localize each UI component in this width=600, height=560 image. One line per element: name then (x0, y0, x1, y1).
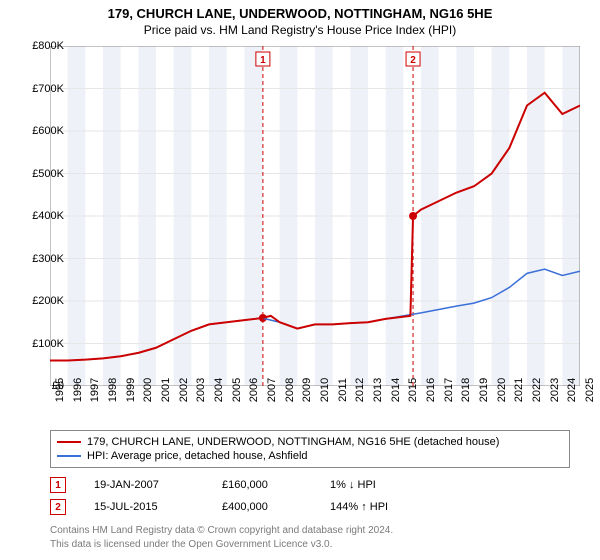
x-tick-label: 1997 (89, 378, 101, 402)
x-tick-label: 1999 (125, 378, 137, 402)
x-tick-label: 2023 (549, 378, 561, 402)
sale-delta-2: 144% ↑ HPI (330, 501, 410, 513)
legend-swatch-2 (57, 455, 81, 457)
y-tick-label: £800K (32, 40, 64, 52)
x-tick-label: 2002 (178, 378, 190, 402)
sale-price-2: £400,000 (222, 501, 302, 513)
x-tick-label: 1995 (54, 378, 66, 402)
chart-title: 179, CHURCH LANE, UNDERWOOD, NOTTINGHAM,… (0, 0, 600, 21)
sale-row-2: 2 15-JUL-2015 £400,000 144% ↑ HPI (50, 496, 410, 518)
y-tick-label: £200K (32, 295, 64, 307)
x-tick-label: 2012 (354, 378, 366, 402)
x-tick-label: 2003 (195, 378, 207, 402)
legend-box: 179, CHURCH LANE, UNDERWOOD, NOTTINGHAM,… (50, 430, 570, 468)
x-tick-label: 2011 (337, 378, 349, 402)
y-tick-label: £700K (32, 83, 64, 95)
legend-label-1: 179, CHURCH LANE, UNDERWOOD, NOTTINGHAM,… (87, 436, 499, 448)
legend-swatch-1 (57, 441, 81, 443)
x-tick-label: 2000 (142, 378, 154, 402)
sale-delta-1: 1% ↓ HPI (330, 479, 410, 491)
chart-svg: 12 (50, 46, 580, 386)
x-tick-label: 2014 (390, 378, 402, 402)
footer-line-1: Contains HM Land Registry data © Crown c… (50, 524, 393, 538)
x-tick-label: 2004 (213, 378, 225, 402)
sale-date-1: 19-JAN-2007 (94, 479, 194, 491)
x-tick-label: 2015 (407, 378, 419, 402)
x-tick-label: 2020 (496, 378, 508, 402)
x-tick-label: 2018 (460, 378, 472, 402)
svg-text:2: 2 (410, 55, 416, 66)
x-tick-label: 2006 (248, 378, 260, 402)
x-tick-label: 2024 (566, 378, 578, 402)
sale-price-1: £160,000 (222, 479, 302, 491)
svg-text:1: 1 (260, 55, 266, 66)
x-tick-label: 2017 (443, 378, 455, 402)
y-tick-label: £300K (32, 253, 64, 265)
legend-row: 179, CHURCH LANE, UNDERWOOD, NOTTINGHAM,… (57, 435, 563, 449)
x-tick-label: 2022 (531, 378, 543, 402)
x-tick-label: 2025 (584, 378, 596, 402)
x-tick-label: 2016 (425, 378, 437, 402)
y-tick-label: £600K (32, 125, 64, 137)
x-tick-label: 2008 (284, 378, 296, 402)
sale-date-2: 15-JUL-2015 (94, 501, 194, 513)
footer-attribution: Contains HM Land Registry data © Crown c… (50, 524, 393, 551)
legend-label-2: HPI: Average price, detached house, Ashf… (87, 450, 308, 462)
y-tick-label: £100K (32, 338, 64, 350)
x-tick-label: 1998 (107, 378, 119, 402)
sales-table: 1 19-JAN-2007 £160,000 1% ↓ HPI 2 15-JUL… (50, 474, 410, 518)
legend-row: HPI: Average price, detached house, Ashf… (57, 449, 563, 463)
x-tick-label: 2001 (160, 378, 172, 402)
x-tick-label: 2021 (513, 378, 525, 402)
x-tick-label: 2019 (478, 378, 490, 402)
chart-container: 179, CHURCH LANE, UNDERWOOD, NOTTINGHAM,… (0, 0, 600, 560)
sale-marker-2: 2 (50, 499, 66, 515)
x-tick-label: 1996 (72, 378, 84, 402)
sale-marker-1: 1 (50, 477, 66, 493)
x-tick-label: 2010 (319, 378, 331, 402)
chart-subtitle: Price paid vs. HM Land Registry's House … (0, 21, 600, 37)
y-tick-label: £400K (32, 210, 64, 222)
footer-line-2: This data is licensed under the Open Gov… (50, 538, 393, 552)
y-tick-label: £500K (32, 168, 64, 180)
x-tick-label: 2007 (266, 378, 278, 402)
chart-area: 12 (50, 46, 580, 386)
sale-row-1: 1 19-JAN-2007 £160,000 1% ↓ HPI (50, 474, 410, 496)
x-tick-label: 2013 (372, 378, 384, 402)
x-tick-label: 2009 (301, 378, 313, 402)
x-tick-label: 2005 (231, 378, 243, 402)
